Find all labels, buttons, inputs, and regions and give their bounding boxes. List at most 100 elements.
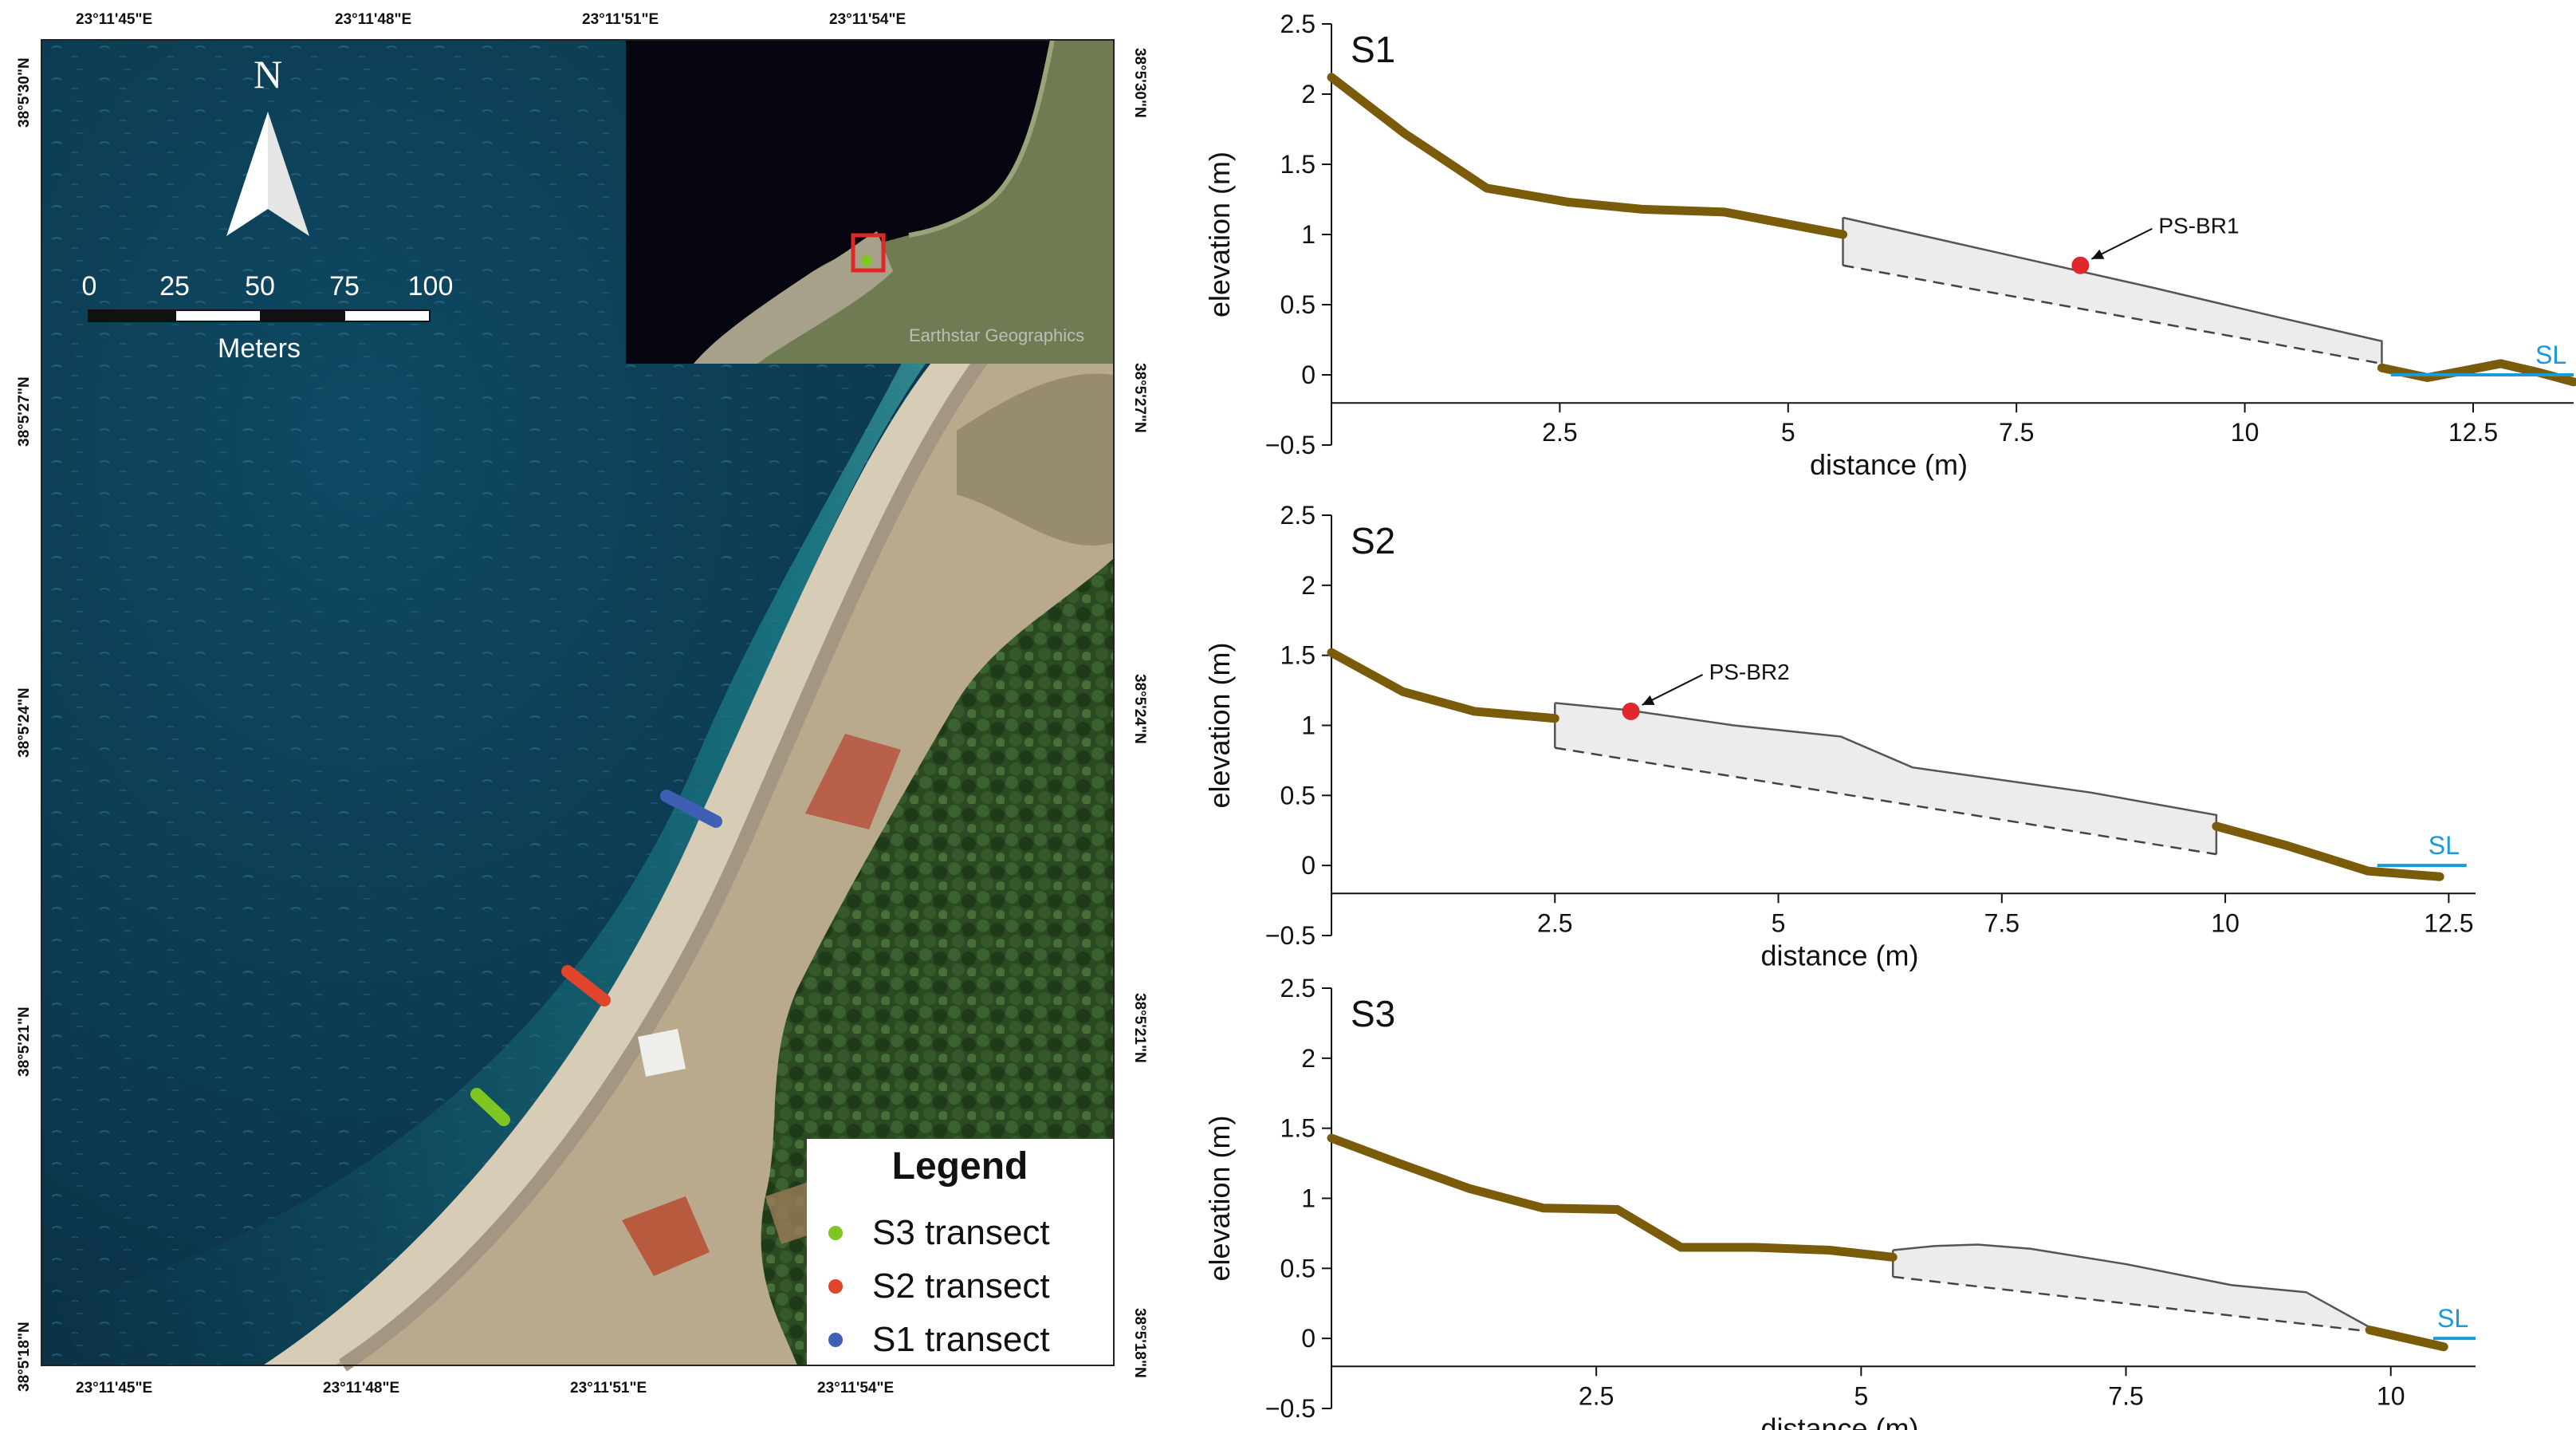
beachrock-area [1843, 217, 2382, 364]
y-tick-label: 1.5 [1280, 150, 1316, 179]
inset-attribution: Earthstar Geographics [909, 325, 1084, 345]
legend-item-label: S2 transect [872, 1267, 1050, 1306]
y-tick-label: 2 [1301, 80, 1316, 108]
beachrock-top-line [1843, 216, 2383, 364]
building [805, 734, 901, 829]
s1-transect-line [660, 790, 722, 828]
scale-tick-label: 25 [159, 271, 190, 301]
sea-level-label: SL [2437, 1304, 2468, 1333]
map-panel: Earthstar Geographics N Meters 0 25 50 75 10… [0, 0, 1172, 1430]
y-tick-label: 1 [1301, 711, 1316, 740]
x-axis-title: distance (m) [1810, 448, 1968, 481]
profile-line-seaward [2365, 1326, 2448, 1352]
y-axis-title: elevation (m) [1203, 152, 1236, 317]
lon-label-bottom-3: 23°11'54"E [817, 1380, 895, 1397]
legend-item-label: S3 transect [872, 1213, 1050, 1252]
beachrock-base-dashed [1893, 1275, 2370, 1333]
y-tick-label: 2 [1301, 1044, 1316, 1073]
beachrock-area [1555, 703, 2216, 855]
sample-point [2071, 256, 2090, 274]
sea-level-label: SL [2429, 831, 2460, 860]
x-tick-label: 5 [1772, 908, 1786, 937]
y-tick-label: 2.5 [1280, 10, 1316, 38]
y-tick-label: 2 [1301, 571, 1316, 600]
profile-chart-s3: −0.5 0 0.5 1 1.5 2 2.5 2.5 5 7.5 10 distance (m) ele… [1203, 974, 2476, 1430]
beachrock-base-dashed [1555, 747, 2217, 856]
lon-label-top-1: 23°11'48"E [335, 11, 412, 28]
x-axis-title: distance (m) [1760, 1412, 1918, 1430]
x-tick-label: 5 [1854, 1381, 1868, 1410]
y-tick-label: −0.5 [1265, 431, 1316, 459]
beachrock-top-line [1555, 702, 2218, 855]
y-tick-label: 0.5 [1280, 290, 1316, 319]
x-tick-label: 10 [2377, 1381, 2405, 1410]
profile-line-seaward [2212, 821, 2444, 881]
inset-map: Earthstar Geographics [626, 39, 1114, 364]
lon-label-top-0: 23°11'45"E [76, 11, 153, 28]
profile-line-landward [1327, 648, 1559, 723]
panel-label: S2 [1351, 520, 1395, 561]
scale-tick-label: 0 [82, 271, 97, 301]
y-tick-label: −0.5 [1265, 921, 1316, 950]
coastal-road [339, 346, 995, 1372]
x-tick-label: 7.5 [1999, 418, 2034, 447]
map-svg: Earthstar Geographics N Meters 0 25 50 75 10… [41, 39, 1115, 1372]
y-tick-label: 0.5 [1280, 1254, 1316, 1282]
x-tick-label: 2.5 [1537, 908, 1572, 937]
y-tick-label: 0 [1301, 851, 1316, 880]
legend-swatch [828, 1279, 843, 1294]
building [638, 1029, 686, 1077]
legend: Legend S3 transect S2 transect S1 transect [807, 1139, 1114, 1365]
lon-label-bottom-1: 23°11'48"E [323, 1380, 400, 1397]
x-tick-label: 10 [2231, 418, 2259, 447]
profile-line-landward [1327, 73, 1848, 239]
north-label: N [254, 52, 282, 97]
panel-label: S3 [1351, 993, 1395, 1034]
y-tick-label: 2.5 [1280, 501, 1316, 530]
building [622, 1196, 710, 1276]
sea-level-label: SL [2535, 341, 2566, 369]
y-tick-label: 1 [1301, 1184, 1316, 1213]
sample-label: PS-BR2 [1709, 660, 1790, 684]
y-tick-label: 1.5 [1280, 641, 1316, 670]
s2-transect-line [561, 965, 611, 1007]
sample-label: PS-BR1 [2158, 214, 2239, 238]
y-tick-label: 1 [1301, 220, 1316, 249]
profile-chart-s2: −0.5 0 0.5 1 1.5 2 2.5 2.5 5 7.5 10 12.5 distance (m… [1203, 501, 2476, 971]
legend-item-label: S1 transect [872, 1320, 1050, 1359]
north-arrow-icon: N [226, 52, 309, 236]
scale-tick-label: 75 [329, 271, 360, 301]
x-tick-label: 12.5 [2424, 908, 2473, 937]
beachrock-area [1893, 1244, 2370, 1332]
x-tick-label: 12.5 [2448, 418, 2498, 447]
legend-swatch [828, 1333, 843, 1347]
lon-label-top-3: 23°11'54"E [829, 11, 907, 28]
lon-label-bottom-0: 23°11'45"E [76, 1380, 153, 1397]
scale-bar: Meters 0 25 50 75 100 [82, 271, 454, 364]
lon-label-top-2: 23°11'51"E [582, 11, 659, 28]
x-tick-label: 2.5 [1579, 1381, 1614, 1410]
scale-tick-label: 50 [245, 271, 275, 301]
inset-location-box [851, 233, 886, 273]
profile-chart-s1: −0.5 0 0.5 1 1.5 2 2.5 2.5 5 7.5 10 12.5 distance (m… [1203, 10, 2576, 481]
x-tick-label: 2.5 [1542, 418, 1577, 447]
y-tick-label: 0.5 [1280, 781, 1316, 810]
legend-swatch [828, 1226, 843, 1240]
scale-unit: Meters [218, 333, 301, 364]
x-axis-title: distance (m) [1760, 939, 1918, 971]
y-tick-label: 0 [1301, 1324, 1316, 1353]
y-tick-label: 1.5 [1280, 1114, 1316, 1143]
scale-tick-label: 100 [408, 271, 454, 301]
x-tick-label: 7.5 [2108, 1381, 2143, 1410]
sample-point [1622, 702, 1640, 720]
x-tick-label: 7.5 [1984, 908, 2020, 937]
profile-line-landward [1327, 1133, 1898, 1262]
y-tick-label: 0 [1301, 360, 1316, 389]
x-tick-label: 10 [2211, 908, 2240, 937]
sample-arrow-head [1642, 695, 1655, 705]
lon-label-bottom-2: 23°11'51"E [570, 1380, 647, 1397]
s3-transect-line [470, 1088, 510, 1126]
panel-label: S1 [1351, 29, 1395, 70]
sample-arrow-head [2091, 249, 2105, 259]
